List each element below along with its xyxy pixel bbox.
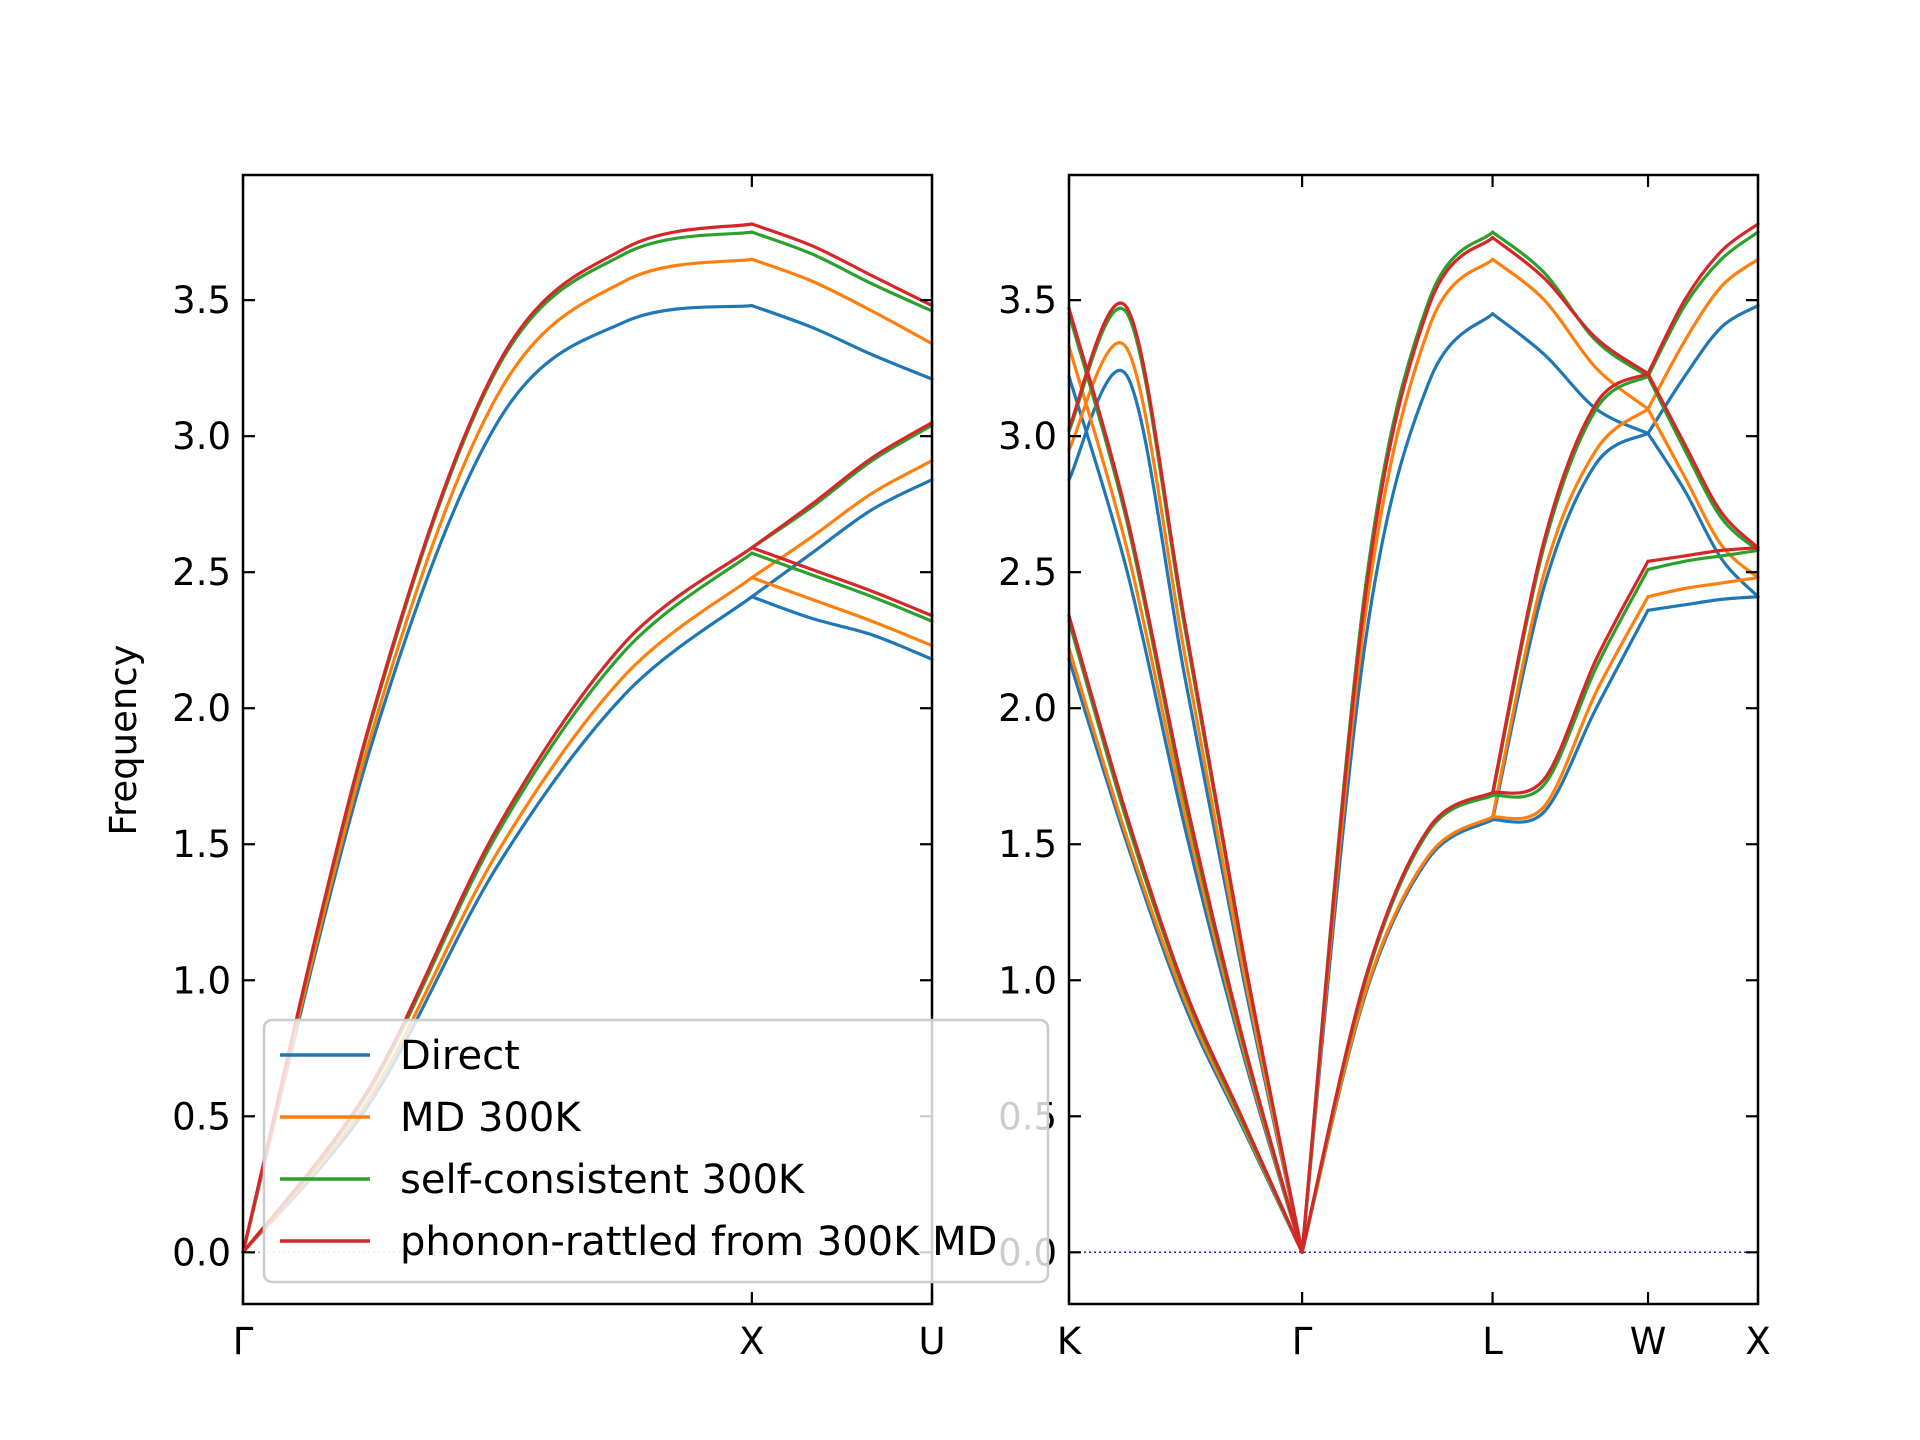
right-series-group: [1067, 222, 1760, 1254]
left-panel: 0.0 0.5 1.0 1.5 2.0 2.5 3.0 3.5 Γ X U Frequency: [102, 173, 946, 1363]
y-tick-label: 1.5: [998, 823, 1057, 866]
right-band-line: [1491, 407, 1650, 819]
right-band-line: [1646, 374, 1760, 552]
y-tick-label: 3.0: [998, 415, 1057, 458]
right-band-line: [1491, 236, 1650, 376]
left-axes-frame: [241, 173, 934, 1306]
legend-entries: Direct MD 300K self-consistent 300K phonon-…: [280, 1033, 997, 1265]
x-tick-label: X: [739, 1320, 764, 1363]
right-band-line: [1491, 567, 1650, 799]
right-band-line: [1491, 257, 1650, 411]
right-band-line: [1646, 230, 1760, 378]
left-band-line: [241, 222, 754, 1254]
legend-label: Direct: [400, 1033, 520, 1079]
right-band-line: [1300, 236, 1495, 1254]
y-tick-label: 3.5: [172, 279, 231, 322]
y-tick-label: 0.0: [172, 1231, 231, 1274]
right-band-line: [1646, 257, 1760, 411]
right-band-line: [1646, 407, 1760, 580]
y-tick-label: 0.5: [172, 1095, 231, 1138]
right-band-line: [1491, 595, 1650, 821]
y-tick-label: 1.0: [998, 959, 1057, 1002]
left-band-line: [750, 230, 934, 313]
left-band-line: [750, 546, 934, 618]
left-band-line: [750, 551, 934, 623]
left-y-ticks: 0.0 0.5 1.0 1.5 2.0 2.5 3.0 3.5: [172, 279, 932, 1274]
legend: Direct MD 300K self-consistent 300K phonon-…: [262, 1018, 1050, 1284]
left-band-line: [750, 595, 934, 661]
x-tick-label: X: [1745, 1320, 1770, 1363]
right-band-line: [1646, 576, 1760, 599]
right-band-line: [1646, 372, 1760, 550]
x-tick-label: U: [918, 1320, 945, 1363]
right-band-line: [1067, 306, 1304, 1254]
left-band-line: [750, 304, 934, 381]
right-band-line: [1646, 546, 1760, 563]
y-tick-label: 2.0: [172, 687, 231, 730]
y-tick-label: 2.0: [998, 687, 1057, 730]
left-band-line: [750, 421, 934, 550]
y-tick-label: 3.0: [172, 415, 231, 458]
x-tick-label: Γ: [1292, 1320, 1313, 1363]
right-band-line: [1491, 559, 1650, 795]
left-band-line: [750, 459, 934, 580]
right-band-line: [1491, 372, 1650, 795]
y-tick-label: 1.5: [172, 823, 231, 866]
right-band-line: [1646, 548, 1760, 572]
right-band-line: [1067, 614, 1304, 1254]
legend-label: MD 300K: [400, 1095, 582, 1141]
x-tick-label: K: [1057, 1320, 1083, 1363]
y-axis-label: Frequency: [102, 644, 145, 835]
right-band-line: [1067, 341, 1304, 1254]
right-band-line: [1491, 608, 1650, 824]
left-band-line: [750, 478, 934, 599]
legend-label: phonon-rattled from 300K MD: [400, 1219, 997, 1265]
x-tick-label: L: [1482, 1320, 1503, 1363]
y-tick-label: 2.5: [998, 551, 1057, 594]
right-band-line: [1646, 304, 1760, 435]
right-axes-frame: [1067, 173, 1760, 1306]
y-tick-label: 1.0: [172, 959, 231, 1002]
right-band-line: [1300, 790, 1495, 1254]
y-tick-label: 3.5: [998, 279, 1057, 322]
right-series-4: [1067, 222, 1760, 1254]
x-tick-label: Γ: [233, 1320, 254, 1363]
left-band-line: [750, 222, 934, 308]
right-band-line: [1646, 595, 1760, 612]
left-band-line: [750, 576, 934, 648]
legend-label: self-consistent 300K: [400, 1157, 806, 1203]
y-tick-label: 2.5: [172, 551, 231, 594]
right-band-line: [1646, 222, 1760, 376]
x-tick-label: W: [1630, 1320, 1667, 1363]
left-band-line: [750, 257, 934, 346]
right-band-line: [1067, 301, 1304, 1254]
legend-box: [262, 1018, 1050, 1284]
